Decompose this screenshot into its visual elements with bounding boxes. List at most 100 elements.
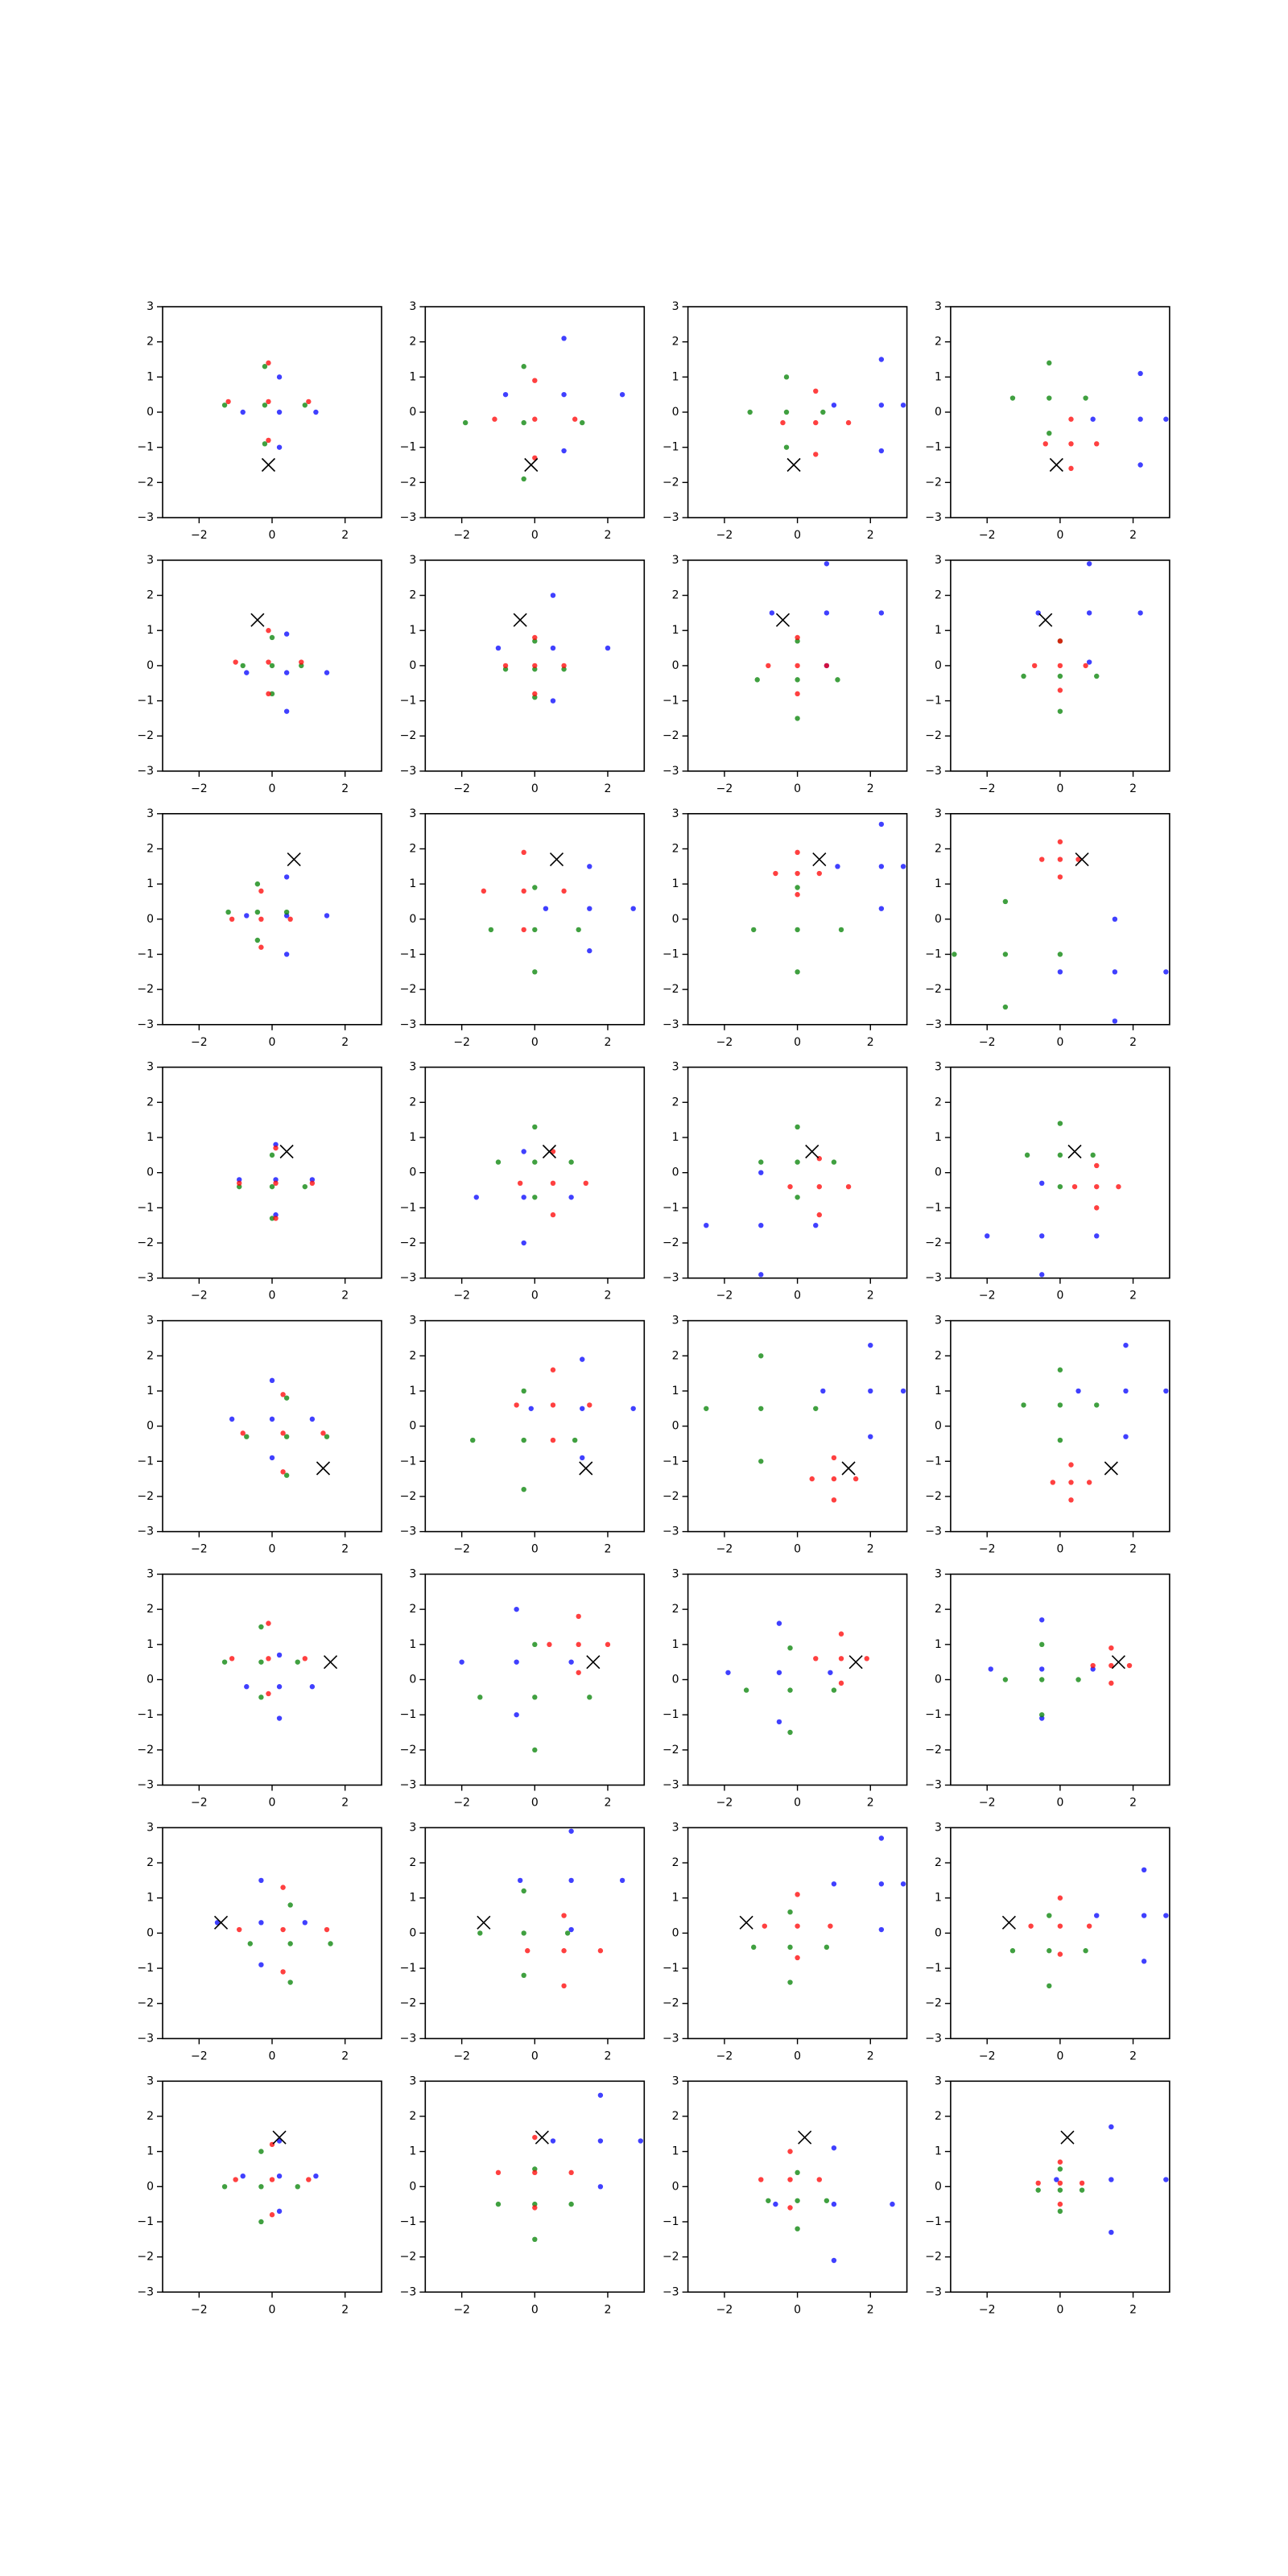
point [845,1183,852,1190]
axes-frame [424,812,646,1026]
x-tick-label: 2 [1129,2050,1137,2062]
point [1021,673,1026,679]
y-tick-label: 1 [672,1385,679,1397]
point [828,1923,833,1929]
point [605,1641,611,1648]
points [229,1377,331,1478]
x-tick-label: −2 [453,1543,470,1556]
y-tick-label: −3 [137,511,154,524]
panel: −2 0 2 −3 −2 −1 0 1 2 3 [400,300,646,542]
point [258,1920,264,1926]
x-tick-label: 2 [341,782,349,795]
points [754,561,885,721]
point [266,437,271,444]
y-tick-label: 3 [409,1821,416,1834]
point [550,1437,556,1443]
y-tick-label: −1 [400,1455,417,1468]
x-tick-label: 2 [867,1797,874,1810]
y-tick-label: −3 [663,2032,679,2045]
point [769,610,775,616]
point [233,2177,238,2182]
point [795,691,800,697]
axes-frame [424,1827,646,2040]
point [295,1659,300,1665]
marker-x [513,613,527,627]
point [1002,1004,1009,1010]
panel: −2 0 2 −3 −2 −1 0 1 2 3 [137,1821,382,2062]
point [1137,610,1143,616]
point [287,1979,293,1985]
point [244,1684,250,1690]
point [299,659,304,665]
axes-frame [424,1319,646,1533]
axes-frame [950,1066,1170,1279]
y-tick-label: 2 [672,336,679,349]
point [1123,1342,1129,1348]
point [521,1437,526,1443]
point [795,1892,800,1897]
point [273,1145,279,1151]
points [725,1620,869,1736]
point [459,1659,464,1665]
point [1057,969,1063,975]
point [473,1195,479,1200]
y-tick-label: 0 [672,913,679,926]
point [1057,839,1063,844]
point [1137,462,1143,468]
y-tick-label: 3 [672,1568,679,1581]
point [550,1367,556,1373]
y-tick-label: −2 [925,476,942,489]
point [725,1670,731,1675]
x-tick-label: 0 [269,1543,276,1556]
panel: −2 0 2 −3 −2 −1 0 1 2 3 [925,2074,1170,2316]
point [1057,857,1063,862]
axes-frame [950,306,1170,518]
point [1068,1480,1074,1485]
point [813,1223,819,1228]
point [550,1180,556,1187]
point [838,1680,844,1686]
y-tick-label: −2 [137,983,154,996]
point [514,1606,519,1612]
y-tick-label: 2 [935,1349,942,1362]
point [280,1392,286,1397]
point [838,1631,844,1637]
x-tick-label: −2 [979,1290,996,1302]
y-tick-label: −1 [663,2215,679,2228]
panel: −2 0 2 −3 −2 −1 0 1 2 3 [663,807,908,1049]
point [280,1926,286,1933]
point [1021,1402,1026,1408]
x-tick-label: 0 [531,782,539,795]
point [568,1159,574,1165]
point [795,1923,800,1929]
y-tick-label: −1 [137,2215,154,2228]
point [273,1180,279,1187]
y-tick-label: −1 [137,441,154,454]
point [525,1948,530,1954]
point [1031,663,1038,669]
y-tick-label: 1 [672,1131,679,1144]
x-tick-label: −2 [716,1290,733,1302]
point [787,1944,793,1951]
y-tick-label: −1 [400,2215,417,2228]
point [266,398,271,405]
point [280,1885,286,1890]
point [1002,1677,1009,1682]
panel: −2 0 2 −3 −2 −1 0 1 2 3 [400,1821,646,2062]
point [751,1944,757,1951]
point [276,409,283,415]
point [262,441,268,447]
y-tick-label: −1 [925,1455,942,1468]
marker-x [549,852,564,867]
y-tick-label: 0 [935,913,942,926]
point [1057,2201,1063,2207]
point [521,1888,526,1894]
axes-frame [950,1827,1170,2040]
point [587,864,592,869]
point [302,1656,308,1662]
point [244,670,250,675]
y-tick-label: 2 [672,842,679,855]
point [597,2138,604,2144]
point [269,1455,275,1461]
y-tick-label: 0 [147,659,154,672]
